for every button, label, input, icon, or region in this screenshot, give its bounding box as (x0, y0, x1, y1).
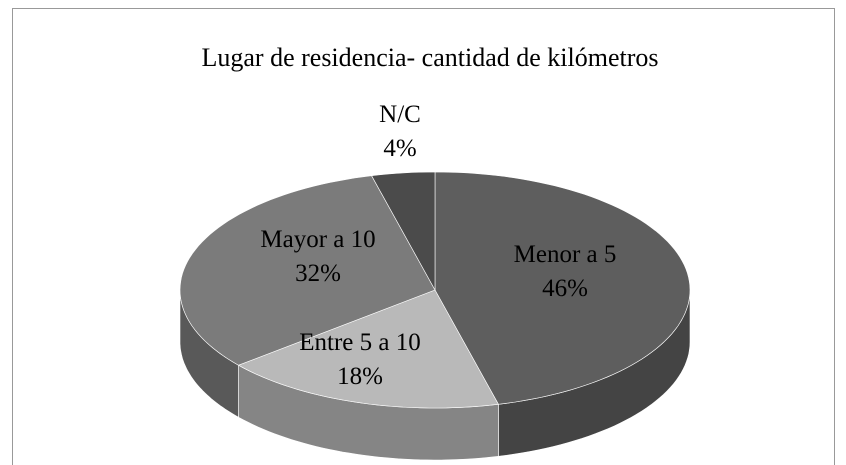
slice (237, 289, 499, 409)
slice-label: Mayor a 10 (260, 226, 375, 253)
chart-title: Lugar de residencia- cantidad de kilómet… (202, 43, 659, 72)
slice (371, 171, 436, 292)
slice (179, 175, 436, 366)
slice-label: Menor a 5 (514, 241, 617, 268)
slice-value-label: 4% (383, 135, 416, 162)
label-line: Entre 5 a 10 (299, 329, 420, 356)
slice-label: Entre 5 a 10 (299, 329, 420, 356)
slice-label: N/C (379, 101, 421, 128)
label-line: Mayor a 10 (260, 226, 375, 253)
slice-value-label: 46% (542, 275, 588, 302)
slice (434, 171, 691, 405)
label-line: Menor a 5 (514, 241, 617, 268)
slice-value-label: 18% (337, 363, 383, 390)
label-line: N/C (379, 101, 421, 128)
slice-value-label: 32% (295, 260, 341, 287)
